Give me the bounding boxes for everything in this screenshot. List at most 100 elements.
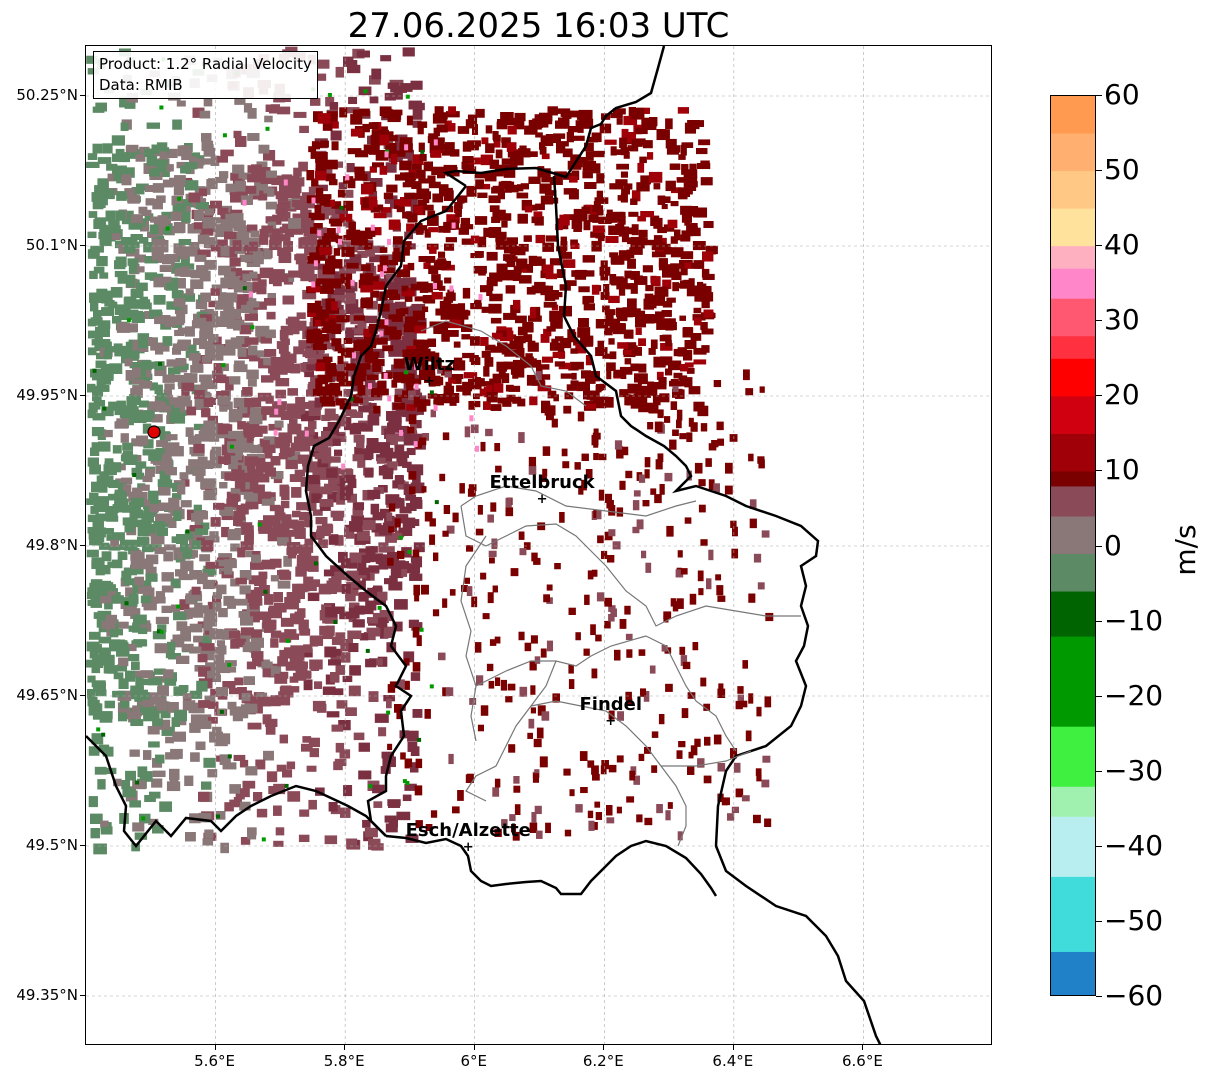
echo-cell xyxy=(474,216,488,225)
echo-cell xyxy=(678,375,688,381)
echo-cell xyxy=(647,152,654,160)
echo-cell xyxy=(174,278,186,289)
echo-cell xyxy=(177,634,192,642)
echo-cell xyxy=(304,402,314,409)
radar-map-panel[interactable]: Wiltz + Ettelbruck + Findel + Esch/Alzette + xyxy=(85,45,992,1045)
echo-cell xyxy=(615,179,628,186)
echo-cell xyxy=(304,520,313,528)
echo-cell xyxy=(325,363,337,373)
echo-cell xyxy=(156,440,169,447)
echo-cell xyxy=(299,671,312,678)
echo-cell xyxy=(328,456,341,463)
echo-cell xyxy=(388,526,394,533)
echo-cell xyxy=(302,289,317,300)
echo-cell xyxy=(193,423,207,431)
echo-cell xyxy=(261,440,270,447)
echo-cell xyxy=(204,259,217,270)
echo-cell xyxy=(159,151,168,161)
echo-cell xyxy=(181,479,190,487)
echo-cell xyxy=(247,224,258,232)
echo-cell xyxy=(541,403,551,414)
echo-cell xyxy=(684,340,697,349)
echo-cell xyxy=(584,182,597,190)
echo-cell xyxy=(570,154,582,165)
echo-cell xyxy=(324,408,336,416)
echo-cell xyxy=(461,161,475,170)
echo-cell xyxy=(350,411,363,418)
echo-cell xyxy=(658,261,668,271)
echo-cell xyxy=(316,278,331,284)
echo-cell xyxy=(600,292,610,300)
echo-cell xyxy=(319,253,326,261)
echo-cell xyxy=(496,263,508,274)
echo-cell xyxy=(462,166,477,174)
echo-cell xyxy=(394,475,404,485)
echo-cell xyxy=(137,585,152,594)
echo-cell xyxy=(192,107,205,118)
echo-cell xyxy=(342,189,354,198)
echo-cell xyxy=(142,423,152,434)
echo-cell xyxy=(294,404,306,414)
echo-cell xyxy=(143,439,154,449)
radar-map-canvas[interactable]: Wiltz+Ettelbruck+Findel+Esch/Alzette+ xyxy=(86,46,992,1045)
echo-cell xyxy=(123,607,137,617)
echo-cell xyxy=(553,133,566,139)
echo-cell xyxy=(623,309,634,317)
echo-cell xyxy=(201,781,212,790)
echo-cell xyxy=(636,394,646,400)
echo-cell xyxy=(108,479,120,489)
echo-cell xyxy=(402,408,412,418)
echo-cell xyxy=(331,141,339,151)
echo-cell xyxy=(470,303,482,310)
echo-cell xyxy=(141,513,154,523)
echo-cell xyxy=(677,107,689,114)
echo-cell xyxy=(274,364,288,375)
echo-cell xyxy=(455,309,469,320)
echo-cell xyxy=(341,246,355,257)
echo-cell xyxy=(497,397,508,404)
echo-cell xyxy=(623,152,630,159)
echo-cell xyxy=(235,577,247,585)
echo-cell xyxy=(410,283,421,291)
echo-cell xyxy=(386,411,398,421)
echo-cell xyxy=(621,188,630,195)
echo-cell xyxy=(473,393,480,400)
echo-cell xyxy=(308,562,319,572)
echo-cell xyxy=(621,235,629,243)
echo-cell xyxy=(434,106,444,117)
echo-cell xyxy=(543,301,557,308)
echo-cell xyxy=(363,387,376,399)
echo-cell xyxy=(234,677,244,686)
echo-cell xyxy=(620,171,629,178)
echo-cell xyxy=(273,783,286,795)
echo-cell xyxy=(265,519,280,526)
echo-cell xyxy=(318,73,327,81)
echo-cell xyxy=(364,354,379,363)
echo-cell xyxy=(644,314,655,324)
echo-cell xyxy=(593,150,605,158)
echo-cell xyxy=(99,339,111,347)
echo-cell xyxy=(256,808,268,818)
echo-cell xyxy=(244,313,258,321)
echo-cell xyxy=(378,625,387,634)
echo-cell xyxy=(207,769,218,778)
echo-cell xyxy=(697,120,705,127)
echo-cell xyxy=(238,611,250,618)
echo-cell xyxy=(693,347,707,355)
echo-cell xyxy=(593,201,601,208)
echo-cell xyxy=(343,200,354,211)
echo-cell xyxy=(268,365,278,374)
echo-cell xyxy=(501,343,511,355)
echo-cell xyxy=(243,241,258,252)
echo-cell xyxy=(483,401,491,410)
echo-cell xyxy=(113,343,123,353)
echo-cell xyxy=(340,273,353,284)
echo-cell xyxy=(217,733,231,745)
echo-cell xyxy=(381,207,391,213)
echo-cell xyxy=(95,102,107,112)
echo-cell xyxy=(370,143,380,150)
echo-cell xyxy=(474,377,481,383)
echo-cell xyxy=(443,296,454,303)
echo-cell xyxy=(122,345,132,356)
echo-cell xyxy=(418,178,431,184)
